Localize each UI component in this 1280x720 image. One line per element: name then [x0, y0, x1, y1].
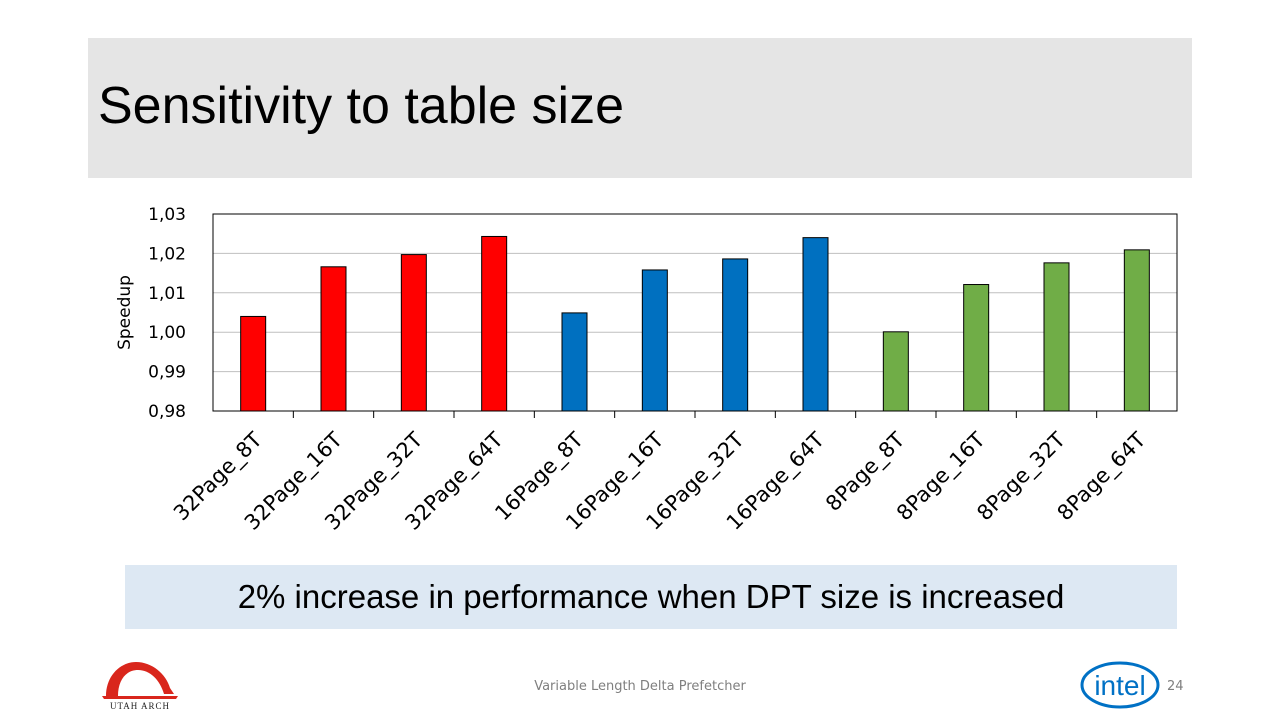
footer-text: Variable Length Delta Prefetcher [534, 679, 746, 694]
y-tick-label: 1,01 [148, 284, 186, 304]
utah-arch-logo: UTAH ARCH [102, 662, 178, 710]
callout-box: 2% increase in performance when DPT size… [125, 565, 1177, 629]
y-axis-label: Speedup [115, 275, 135, 350]
y-tick-label: 1,03 [148, 205, 186, 225]
page-number: 24 [1167, 679, 1184, 694]
bar [1123, 249, 1150, 412]
plot-frame [212, 213, 1178, 412]
slide-title: Sensitivity to table size [98, 77, 625, 135]
arch-shape [106, 662, 174, 696]
bar [802, 237, 829, 412]
bar [641, 269, 668, 412]
intel-wordmark: intel [1094, 670, 1145, 701]
callout-text: 2% increase in performance when DPT size… [237, 578, 1065, 615]
y-tick-label: 1,00 [148, 323, 186, 343]
utah-arch-wordmark: UTAH ARCH [110, 701, 170, 710]
bar [1043, 262, 1070, 412]
bar [882, 331, 909, 412]
bar [240, 315, 267, 412]
bar [320, 266, 347, 412]
bar [561, 312, 588, 412]
bar [722, 258, 749, 412]
bar [481, 235, 508, 412]
intel-swoosh [1080, 661, 1160, 709]
y-tick-label: 1,02 [148, 244, 186, 264]
bar [963, 284, 990, 412]
arch-base [102, 696, 178, 699]
title-band: Sensitivity to table size [88, 38, 1192, 178]
y-tick-label: 0,98 [148, 402, 186, 422]
bar [400, 254, 427, 412]
y-tick-label: 0,99 [148, 363, 186, 383]
intel-logo: intel [1080, 661, 1160, 709]
